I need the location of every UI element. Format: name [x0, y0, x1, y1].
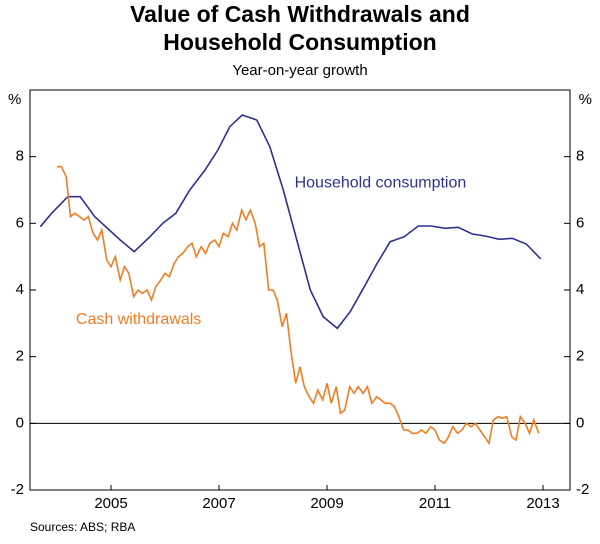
y-tick-label: -2: [11, 481, 24, 498]
series-line: [39, 114, 542, 330]
y-unit: %: [8, 91, 21, 108]
annotation: Household consumption: [295, 175, 467, 192]
y-tick-label: 4: [16, 281, 24, 298]
y-tick-label: 2: [16, 348, 24, 365]
y-unit: %: [579, 91, 592, 108]
series-line: [57, 165, 540, 446]
y-tick-label: 0: [576, 414, 584, 431]
y-tick-label: 0: [16, 414, 24, 431]
chart-subtitle: Year-on-year growth: [232, 62, 367, 79]
x-tick-label: 2011: [419, 495, 451, 512]
x-tick-label: 2007: [202, 495, 235, 512]
y-tick-label: 2: [576, 348, 584, 365]
x-tick-label: 2013: [526, 495, 559, 512]
chart-title: Value of Cash Withdrawals and: [130, 1, 470, 27]
y-tick-label: -2: [576, 481, 589, 498]
chart-title: Household Consumption: [163, 29, 436, 55]
y-tick-label: 6: [576, 214, 584, 231]
source: Sources: ABS; RBA: [30, 520, 135, 534]
y-tick-label: 8: [16, 148, 24, 165]
y-tick-label: 4: [576, 281, 584, 298]
x-tick-label: 2009: [310, 495, 343, 512]
plot-frame: [29, 89, 571, 491]
y-tick-label: 6: [16, 214, 24, 231]
y-tick-label: 8: [576, 148, 584, 165]
x-tick-label: 2005: [94, 495, 127, 512]
annotation: Cash withdrawals: [76, 311, 201, 328]
